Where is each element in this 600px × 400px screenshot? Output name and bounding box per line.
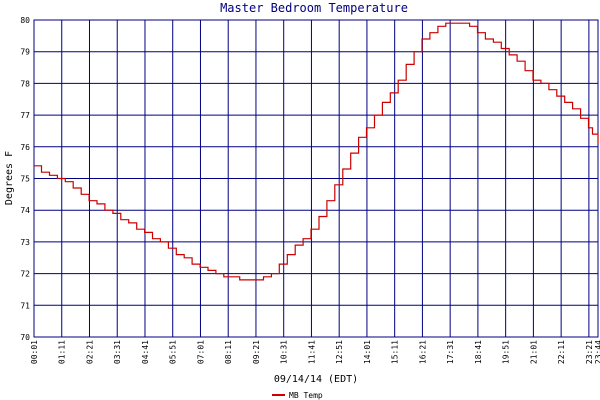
- y-tick-label: 78: [20, 79, 30, 88]
- x-tick-label: 19:51: [502, 340, 511, 364]
- x-tick-label: 12:51: [335, 340, 344, 364]
- x-tick-label: 14:01: [363, 340, 372, 364]
- x-tick-label: 07:01: [196, 340, 205, 364]
- y-tick-label: 75: [20, 175, 30, 184]
- y-axis-ticks: 70 71 72 73 74 75 76 77 78 79 80: [20, 16, 30, 342]
- x-tick-label: 15:11: [391, 340, 400, 364]
- x-tick-label: 03:31: [113, 340, 122, 364]
- x-tick-label: 22:11: [557, 340, 566, 364]
- y-tick-label: 73: [20, 238, 30, 247]
- x-tick-label: 09:21: [252, 340, 261, 364]
- x-tick-label: 00:01: [30, 340, 39, 364]
- x-tick-label: 01:11: [58, 340, 67, 364]
- chart-title: Master Bedroom Temperature: [220, 1, 408, 15]
- x-axis-title: 09/14/14 (EDT): [274, 374, 358, 385]
- x-tick-label: 05:51: [169, 340, 178, 364]
- y-tick-label: 79: [20, 48, 30, 57]
- series-layer: [34, 22, 599, 281]
- y-tick-label: 77: [20, 111, 30, 120]
- y-tick-label: 74: [20, 206, 30, 215]
- y-axis-title: Degrees F: [4, 151, 15, 205]
- y-tick-label: 72: [20, 270, 30, 279]
- y-tick-label: 76: [20, 143, 30, 152]
- x-axis-ticks: 00:01 01:11 02:21 03:31 04:41 05:51 07:01 08:11…: [30, 340, 600, 364]
- series-line-mb-temp: [34, 22, 599, 281]
- y-tick-label: 71: [20, 301, 30, 310]
- x-tick-label: 11:41: [307, 340, 316, 364]
- x-tick-label: 23:21: [585, 340, 594, 364]
- y-tick-label: 70: [20, 333, 30, 342]
- x-tick-label: 10:31: [280, 340, 289, 364]
- y-tick-label: 80: [20, 16, 30, 25]
- x-tick-label: 16:21: [418, 340, 427, 364]
- x-tick-label: 04:41: [141, 340, 150, 364]
- legend: MB Temp: [272, 391, 323, 400]
- x-tick-label: 21:01: [529, 340, 538, 364]
- x-tick-label: 23:44: [594, 340, 600, 364]
- x-tick-label: 17:31: [446, 340, 455, 364]
- x-tick-label: 18:41: [474, 340, 483, 364]
- legend-label-mb-temp: MB Temp: [289, 391, 323, 400]
- x-tick-label: 02:21: [85, 340, 94, 364]
- x-tick-label: 08:11: [224, 340, 233, 364]
- grid-lines: [33, 19, 599, 338]
